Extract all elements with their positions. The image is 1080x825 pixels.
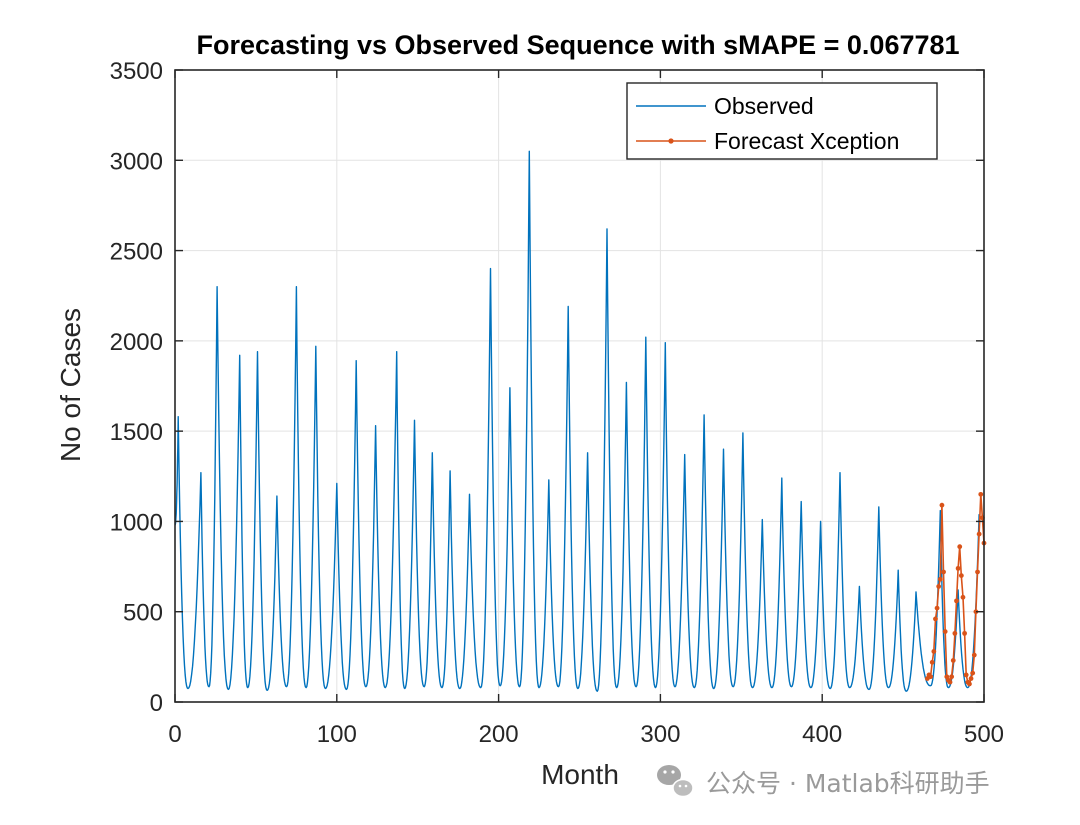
forecast-point: [928, 674, 934, 680]
forecast-point: [954, 598, 959, 604]
forecast-point: [955, 565, 961, 571]
y-axis-label: No of Cases: [55, 308, 86, 462]
legend-label-forecast: Forecast Xception: [714, 128, 899, 154]
forecast-point: [968, 676, 974, 681]
series-layer: [174, 150, 987, 692]
forecast-point: [947, 679, 953, 685]
x-tick-label: 0: [168, 721, 181, 748]
y-tick-label: 3500: [110, 58, 163, 85]
legend-label-observed: Observed: [714, 93, 814, 119]
forecast-point: [949, 674, 955, 680]
axes-background: [175, 70, 984, 702]
tick-marks: [174, 69, 985, 703]
x-tick-label: 400: [802, 721, 842, 748]
y-tick-label: 2500: [110, 239, 163, 266]
y-tick-label: 500: [123, 600, 163, 627]
forecast-point: [958, 573, 964, 578]
forecast-point: [944, 674, 950, 680]
y-tick-labels: 0 500 1000 1500 2000 2500 3000 3500: [110, 58, 163, 717]
forecast-point: [950, 658, 956, 663]
x-tick-label: 300: [640, 721, 680, 748]
forecast-point: [941, 569, 946, 575]
plot-area: [174, 69, 987, 703]
forecast-point: [934, 605, 940, 611]
forecast-point: [963, 672, 969, 678]
forecast-point: [978, 491, 984, 497]
forecast-point: [970, 670, 976, 676]
forecast-point: [939, 502, 945, 508]
forecast-point: [973, 609, 979, 615]
forecast-point: [929, 659, 935, 665]
x-tick-label: 100: [317, 721, 357, 748]
x-tick-labels: 0 100 200 300 400 500: [168, 721, 1004, 748]
forecast-point: [937, 576, 943, 582]
forecast-point: [971, 652, 977, 658]
watermark-text: 公众号 · Matlab科研助手: [706, 769, 990, 798]
legend-box: [626, 82, 938, 160]
axes-box: [174, 69, 985, 703]
forecast-point: [936, 584, 942, 589]
chart-title: Forecasting vs Observed Sequence with sM…: [196, 30, 959, 60]
legend-marker-forecast: [668, 138, 674, 144]
y-tick-label: 1000: [110, 509, 163, 536]
forecast-point: [933, 616, 938, 622]
y-tick-label: 1500: [110, 419, 163, 446]
observed-series-line: [174, 150, 980, 692]
forecast-point: [962, 630, 967, 636]
x-tick-label: 200: [479, 721, 519, 748]
legend: Observed Forecast Xception: [626, 82, 938, 160]
forecast-point: [942, 629, 948, 634]
wechat-icon: [657, 765, 694, 798]
y-tick-label: 3000: [110, 148, 163, 175]
y-tick-label: 2000: [110, 329, 163, 356]
forecast-point: [952, 630, 958, 636]
forecast-point: [975, 569, 980, 575]
x-tick-label: 500: [964, 721, 1004, 748]
x-axis-label: Month: [541, 759, 619, 790]
forecast-point: [960, 594, 966, 600]
forecast-point: [967, 681, 972, 687]
forecast-point: [931, 649, 937, 654]
watermark: 公众号 · Matlab科研助手: [657, 765, 990, 798]
forecast-point: [976, 531, 982, 537]
y-tick-label: 0: [150, 690, 163, 717]
forecast-point: [957, 544, 963, 550]
